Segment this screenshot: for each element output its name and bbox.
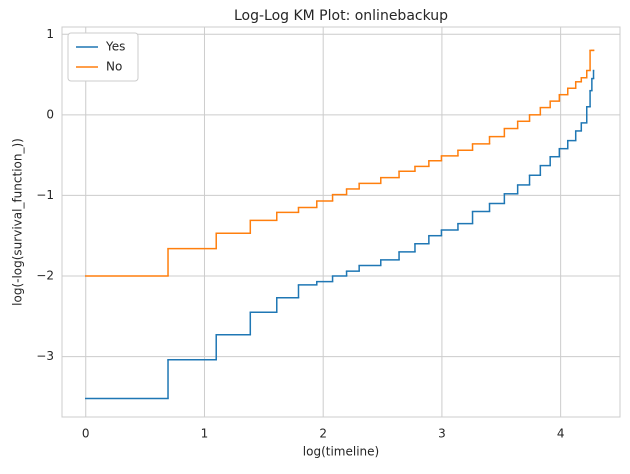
legend-label: No	[106, 60, 122, 74]
y-tick-label: 1	[46, 27, 54, 41]
legend-box	[67, 32, 139, 82]
series	[84, 49, 595, 277]
y-tick-label: −2	[36, 268, 54, 282]
x-tick-label: 2	[319, 427, 327, 441]
x-tick-label: 3	[438, 427, 446, 441]
y-tick-label: 0	[46, 107, 54, 121]
y-tick-label: −3	[36, 349, 54, 363]
step-riser	[167, 50, 591, 276]
y-tick-label: −1	[36, 188, 54, 202]
x-tick-label: 0	[82, 427, 90, 441]
plot-frame	[61, 26, 621, 418]
legend-label: Yes	[105, 40, 125, 54]
y-axis-label: log(-log(survival_function_))	[11, 138, 25, 306]
chart-title: Log-Log KM Plot: onlinebackup	[234, 8, 448, 24]
series	[84, 69, 595, 400]
step-riser	[167, 70, 595, 399]
x-tick-label: 1	[201, 427, 209, 441]
x-tick-label: 4	[557, 427, 565, 441]
x-axis-label: log(timeline)	[303, 445, 379, 459]
